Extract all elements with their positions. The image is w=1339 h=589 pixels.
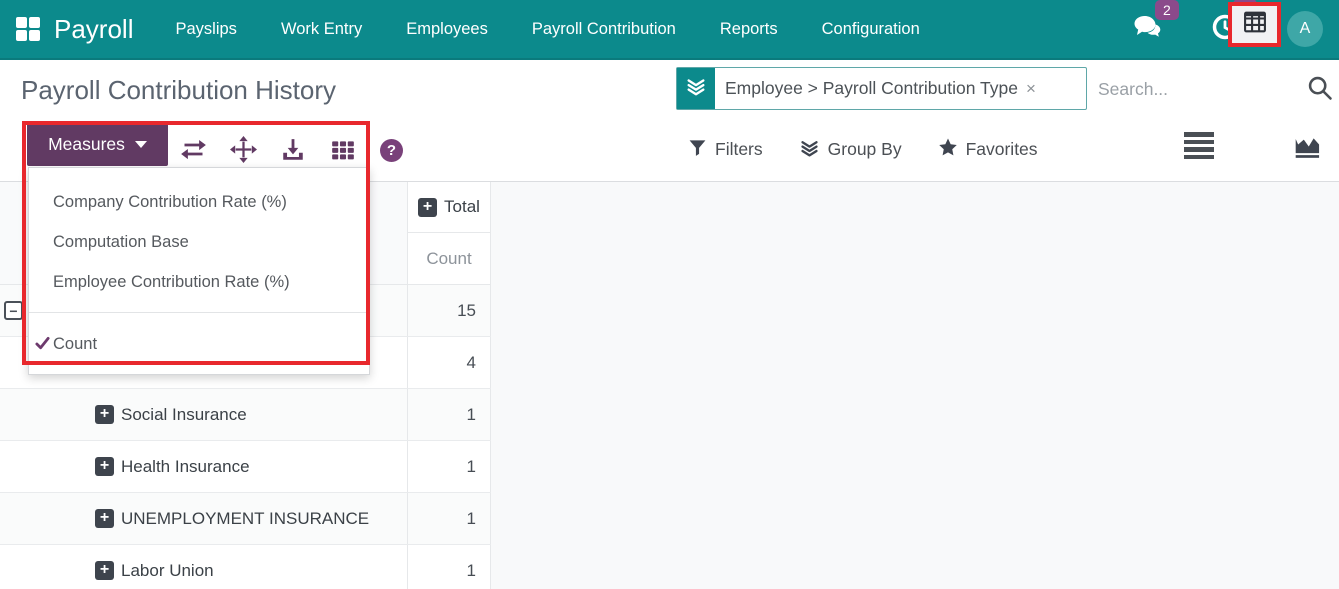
list-icon	[1184, 132, 1214, 159]
expand-row-icon[interactable]	[95, 509, 114, 528]
expand-row-icon[interactable]	[95, 405, 114, 424]
favorites-label: Favorites	[965, 139, 1038, 159]
table-row: Health Insurance 1	[0, 441, 491, 493]
pivot-canvas-background	[491, 182, 1339, 589]
row-value: 1	[407, 545, 491, 589]
group-by-layers-icon	[799, 137, 820, 163]
top-navbar: Payroll Payslips Work Entry Employees Pa…	[0, 0, 1339, 60]
measures-button[interactable]: Measures	[27, 122, 168, 166]
grid-icon[interactable]	[326, 133, 360, 167]
table-row: Social Insurance 1	[0, 389, 491, 441]
download-xlsx-button[interactable]	[276, 133, 310, 167]
messages-button[interactable]: 2	[1133, 0, 1179, 45]
facet-groupby-block	[677, 68, 715, 109]
group-by-label: Group By	[827, 139, 902, 159]
expand-all-button[interactable]	[226, 133, 260, 167]
row-label: Health Insurance	[121, 456, 250, 476]
menu-item-payslips[interactable]: Payslips	[175, 19, 237, 38]
facet-label: Employee > Payroll Contribution Type	[725, 78, 1018, 98]
row-value: 4	[407, 337, 491, 388]
apps-grid-icon[interactable]	[16, 17, 40, 41]
chevron-down-icon	[134, 140, 147, 148]
chat-icon	[1133, 15, 1163, 44]
search-input[interactable]	[1098, 74, 1288, 104]
filter-bar: Filters Group By Favorites	[688, 118, 1038, 181]
pivot-measure-header[interactable]: Count	[407, 233, 491, 285]
row-value: 15	[407, 285, 491, 336]
user-avatar[interactable]: A	[1287, 11, 1323, 47]
layers-icon	[685, 75, 707, 102]
search-facet: Employee > Payroll Contribution Type ×	[676, 67, 1087, 110]
expand-row-icon[interactable]	[95, 561, 114, 580]
measures-dropdown: Company Contribution Rate (%) Computatio…	[28, 167, 370, 375]
pivot-table-icon	[1241, 8, 1269, 41]
pivot-view-button[interactable]	[1228, 2, 1281, 47]
flip-axis-button[interactable]	[176, 133, 210, 167]
row-label: Social Insurance	[121, 404, 247, 424]
group-by-button[interactable]: Group By	[799, 137, 902, 163]
measure-option-count[interactable]: Count	[29, 324, 369, 364]
search-icon[interactable]	[1306, 74, 1334, 107]
filters-label: Filters	[715, 139, 763, 159]
menu-item-configuration[interactable]: Configuration	[821, 19, 920, 38]
list-view-button[interactable]	[1184, 132, 1214, 159]
filter-funnel-icon	[688, 138, 707, 162]
menu-item-work-entry[interactable]: Work Entry	[280, 19, 363, 38]
star-icon	[938, 137, 958, 162]
row-label: UNEMPLOYMENT INSURANCE	[121, 508, 370, 528]
menu-divider	[29, 312, 369, 313]
messages-badge: 2	[1155, 0, 1179, 20]
favorites-button[interactable]: Favorites	[938, 137, 1038, 162]
total-column-label: Total	[444, 197, 480, 216]
collapse-row-icon[interactable]	[4, 301, 23, 320]
facet-remove-button[interactable]: ×	[1025, 78, 1036, 98]
filters-button[interactable]: Filters	[688, 138, 763, 162]
row-label: Labor Union	[121, 560, 214, 580]
measures-button-label: Measures	[48, 133, 125, 154]
menu-item-reports[interactable]: Reports	[719, 19, 778, 38]
app-name[interactable]: Payroll	[54, 13, 134, 44]
expand-column-icon[interactable]	[418, 197, 438, 217]
page-title: Payroll Contribution History	[21, 75, 337, 105]
checkmark-icon	[35, 336, 50, 356]
help-icon[interactable]	[380, 139, 403, 162]
pivot-column-header-total: Total	[407, 182, 491, 233]
table-row: UNEMPLOYMENT INSURANCE 1	[0, 493, 491, 545]
menu-item-employees[interactable]: Employees	[406, 19, 488, 38]
pivot-toolbar	[168, 118, 368, 181]
table-row: Labor Union 1	[0, 545, 491, 589]
row-value: 1	[407, 441, 491, 492]
row-value: 1	[407, 493, 491, 544]
expand-row-icon[interactable]	[95, 457, 114, 476]
graph-view-button[interactable]	[1292, 132, 1324, 167]
menu-item-payroll-contribution[interactable]: Payroll Contribution	[531, 19, 676, 38]
measure-option-count-label: Count	[53, 334, 98, 353]
measure-option-company-contribution-rate[interactable]: Company Contribution Rate (%)	[53, 192, 287, 211]
row-value: 1	[407, 389, 491, 440]
measure-option-employee-contribution-rate[interactable]: Employee Contribution Rate (%)	[53, 272, 290, 291]
area-chart-icon	[1292, 138, 1324, 166]
main-menu: Payslips Work Entry Employees Payroll Co…	[175, 20, 919, 39]
measure-option-computation-base[interactable]: Computation Base	[53, 232, 189, 251]
